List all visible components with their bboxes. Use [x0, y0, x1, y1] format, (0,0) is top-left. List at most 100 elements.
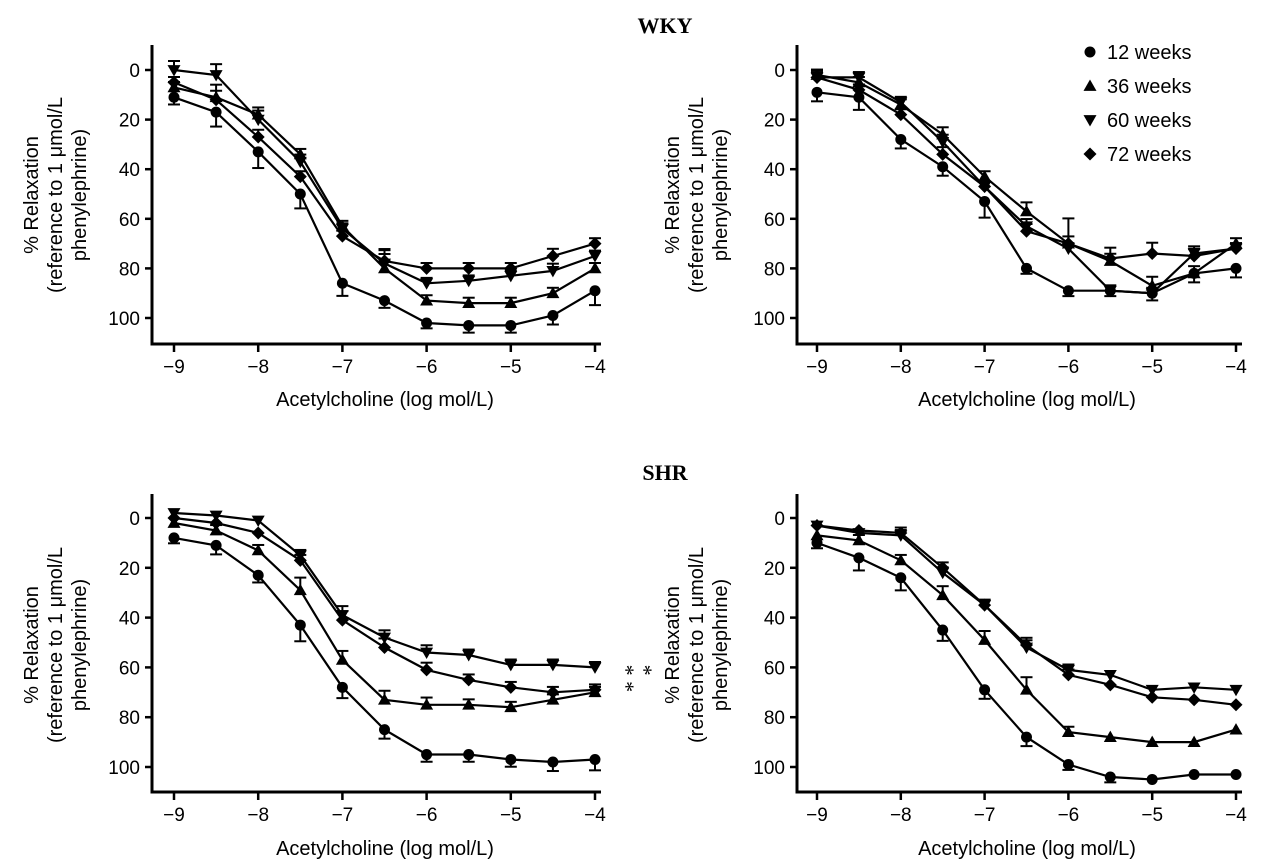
significance-annotation-line: * *: [1255, 683, 1264, 711]
x-tick-label: −5: [1141, 805, 1163, 826]
legend-label: 72 weeks: [1107, 144, 1192, 166]
data-point: [546, 693, 560, 705]
data-point: [1103, 669, 1117, 682]
data-point: [1145, 684, 1159, 697]
data-point: [1188, 768, 1200, 780]
x-tick-label: −8: [890, 805, 912, 826]
data-point: [1061, 237, 1075, 251]
x-tick-label: −6: [416, 805, 438, 826]
data-point: [1187, 266, 1201, 279]
data-point: [504, 296, 518, 308]
y-tick-label: 40: [119, 160, 140, 181]
data-point: [378, 693, 391, 705]
legend-marker: [1083, 147, 1097, 161]
y-tick-label: 80: [119, 259, 140, 280]
data-point: [210, 539, 222, 551]
series-60-weeks: [810, 520, 1243, 697]
data-point: [379, 724, 390, 736]
data-point: [546, 286, 560, 299]
x-axis-label: Acetylcholine (log mol/L): [918, 838, 1136, 860]
data-point: [1103, 251, 1117, 265]
data-point: [420, 647, 434, 659]
data-point: [335, 613, 349, 627]
data-point: [293, 147, 307, 160]
data-point: [420, 278, 434, 290]
data-point: [588, 683, 602, 697]
data-point: [810, 528, 824, 541]
data-point: [588, 237, 602, 251]
data-point: [937, 624, 949, 636]
x-tick-label: −9: [163, 805, 185, 826]
data-point: [168, 91, 180, 103]
data-point: [936, 588, 950, 601]
legend-marker: [1083, 115, 1097, 127]
data-point: [504, 270, 518, 283]
data-point: [1103, 678, 1117, 692]
data-point: [252, 569, 264, 581]
data-point: [1103, 285, 1117, 298]
legend-marker: [1084, 46, 1096, 58]
data-point: [546, 266, 560, 278]
significance-annotation-line: *: [632, 665, 657, 676]
data-point: [978, 633, 992, 645]
data-point: [589, 285, 601, 297]
data-point: [1145, 690, 1159, 704]
data-point: [1062, 285, 1074, 297]
legend-label: 60 weeks: [1107, 110, 1192, 132]
series-72-weeks: [167, 511, 602, 699]
legend: 12 weeks 36 weeks 60 weeks 72 weeks: [1083, 42, 1192, 166]
data-point: [852, 72, 866, 84]
data-point: [978, 170, 992, 182]
y-tick-label: 20: [764, 559, 785, 580]
data-point: [547, 310, 559, 322]
data-point: [1230, 768, 1242, 780]
data-point: [335, 653, 349, 665]
data-point: [294, 188, 306, 200]
data-point: [1021, 262, 1032, 274]
series-12-weeks: [168, 91, 601, 334]
data-point: [853, 552, 865, 564]
series-12-weeks: [811, 86, 1242, 302]
x-axis-label: Acetylcholine (log mol/L): [918, 389, 1136, 411]
y-axis-label: % Relaxation (reference to 1 μmol/L phenyl…: [662, 97, 732, 293]
data-point: [1146, 773, 1158, 785]
chart-panel-4: 0 20 40 60 80 100 −9 −8 −7 −6 −5 −4 Acetylcholine (l…: [662, 494, 1264, 860]
data-point: [547, 756, 559, 768]
y-axis-label-line: phenylephrine): [710, 579, 732, 711]
x-tick-label: −8: [890, 357, 912, 378]
data-point: [937, 161, 949, 173]
data-point: [209, 70, 223, 82]
x-tick-label: −5: [500, 357, 522, 378]
x-tick-label: −9: [806, 805, 828, 826]
y-tick-label: 40: [764, 609, 785, 630]
y-tick-label: 100: [753, 309, 785, 330]
y-tick-label: 0: [774, 509, 785, 530]
data-point: [589, 754, 601, 766]
data-point: [209, 510, 223, 523]
data-point: [546, 685, 560, 699]
data-point: [420, 663, 434, 677]
data-point: [252, 146, 264, 158]
y-tick-label: 100: [753, 758, 785, 779]
data-point: [420, 698, 434, 710]
data-point: [294, 619, 306, 631]
y-tick-label: 0: [129, 509, 140, 530]
y-tick-label: 60: [764, 658, 785, 679]
data-point: [505, 319, 517, 331]
series-line: [173, 96, 596, 327]
x-tick-label: −4: [1225, 357, 1247, 378]
series-line: [173, 81, 596, 270]
data-point: [895, 572, 907, 584]
data-point: [293, 583, 307, 596]
data-point: [420, 294, 434, 306]
data-point: [462, 698, 476, 710]
data-point: [852, 533, 866, 546]
data-point: [209, 93, 223, 107]
y-axis-label-line: % Relaxation: [662, 586, 684, 704]
data-point: [209, 516, 223, 530]
data-point: [852, 83, 866, 97]
data-point: [504, 660, 518, 672]
series-12-weeks: [811, 537, 1242, 785]
data-point: [1020, 204, 1033, 217]
data-point: [504, 700, 518, 713]
